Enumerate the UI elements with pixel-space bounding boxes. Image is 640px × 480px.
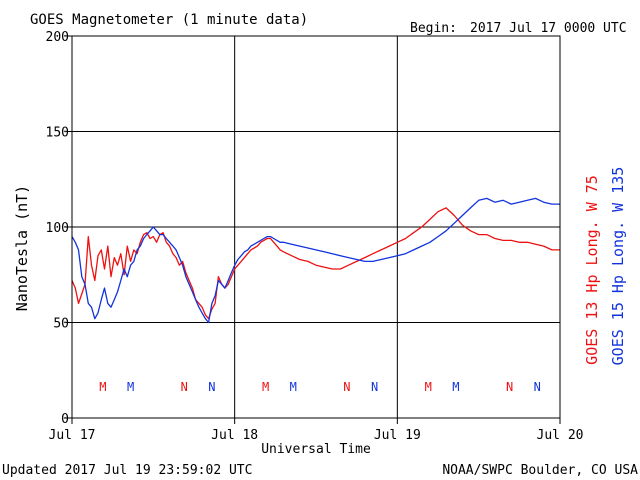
y-tick-label: 200 [46, 30, 69, 45]
begin-label: Begin: [410, 21, 457, 36]
time-marker: N [534, 380, 541, 394]
time-marker: N [208, 380, 215, 394]
updated-timestamp: Updated 2017 Jul 19 23:59:02 UTC [2, 463, 252, 478]
time-marker: M [290, 380, 297, 394]
time-marker: M [127, 380, 134, 394]
time-marker: M [99, 380, 106, 394]
chart-title: GOES Magnetometer (1 minute data) [30, 12, 308, 28]
y-tick-label: 100 [46, 221, 69, 236]
x-tick-label: Jul 17 [49, 428, 96, 443]
x-tick-label: Jul 20 [537, 428, 584, 443]
time-marker: N [371, 380, 378, 394]
x-tick-label: Jul 18 [211, 428, 258, 443]
x-tick-label: Jul 19 [374, 428, 421, 443]
series-lines [71, 197, 560, 324]
time-marker: N [506, 380, 513, 394]
time-markers: M N M N M NM N M N M N [99, 380, 541, 394]
time-marker: N [343, 380, 350, 394]
x-axis-ticks: Jul 17 Jul 18 Jul 19 Jul 20 [49, 418, 584, 443]
y-tick-label: 50 [53, 317, 69, 332]
x-axis-label: Universal Time [261, 442, 371, 457]
time-marker: M [262, 380, 269, 394]
series-line-goes15 [71, 197, 560, 324]
y-tick-label: 0 [61, 412, 69, 427]
data-source: NOAA/SWPC Boulder, CO USA [442, 463, 638, 478]
time-marker: M [425, 380, 432, 394]
time-marker: M [452, 380, 459, 394]
time-marker: N [181, 380, 188, 394]
y-tick-label: 150 [46, 126, 69, 141]
series-line-goes13 [71, 207, 560, 320]
y-axis-label: NanoTesla (nT) [13, 185, 31, 311]
legend-goes13: GOES 13 Hp Long. W 75 [583, 175, 601, 365]
begin-value: 2017 Jul 17 0000 UTC [470, 21, 627, 36]
y-axis-ticks: 0 50 100 150 200 [46, 30, 72, 427]
legend-goes15: GOES 15 Hp Long. W 135 [609, 167, 627, 366]
